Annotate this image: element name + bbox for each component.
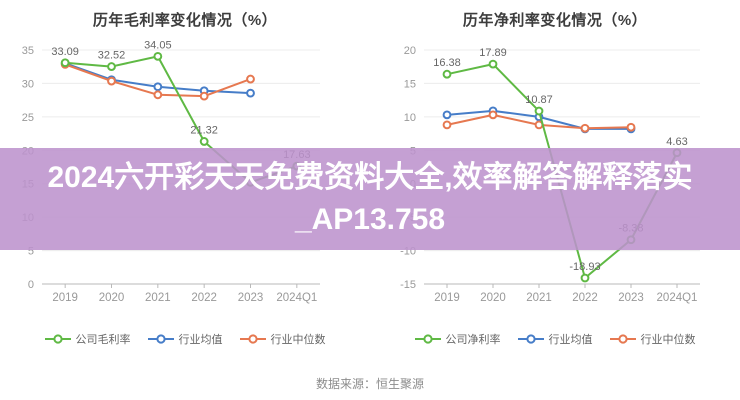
legend-item-label: 行业均值 [178, 334, 223, 346]
svg-text:2020: 2020 [99, 292, 125, 304]
point-label: 33.09 [51, 46, 79, 58]
legend-marker-icon [44, 334, 71, 344]
series-line-2 [60, 59, 255, 101]
svg-text:2024Q1: 2024Q1 [657, 292, 698, 304]
legend-item[interactable]: 行业均值 [517, 331, 593, 347]
point-label: 4.63 [666, 136, 687, 148]
legend-marker-icon [239, 334, 266, 344]
net-margin-chart-title: 历年净利率变化情况（%） [462, 12, 648, 29]
legend-marker-icon [414, 334, 441, 344]
point-label: 17.89 [479, 47, 507, 59]
legend-item[interactable]: 公司净利率 [414, 331, 501, 347]
net-margin-legend: 公司净利率 行业均值 行业中位数 [370, 331, 740, 347]
legend-item[interactable]: 行业中位数 [239, 331, 326, 347]
legend-item[interactable]: 行业中位数 [609, 331, 696, 347]
svg-text:30: 30 [22, 78, 34, 90]
watermark-text-line1: 2024六开彩天天免费资料大全,效率解答解释落实 [47, 161, 693, 194]
svg-text:25: 25 [22, 112, 34, 124]
svg-text:2022: 2022 [572, 292, 598, 304]
point-label: 10.87 [525, 94, 553, 106]
svg-text:2021: 2021 [145, 292, 171, 304]
svg-text:2019: 2019 [434, 292, 460, 304]
point-label: -18.93 [569, 261, 600, 273]
point-label: 34.05 [144, 39, 172, 51]
gross-margin-legend: 公司毛利率 行业均值 行业中位数 [0, 331, 370, 347]
series-line-2 [442, 110, 636, 133]
legend-item-label: 行业中位数 [640, 334, 696, 346]
svg-text:-10: -10 [400, 246, 416, 258]
legend-marker-icon [517, 334, 544, 344]
svg-text:2024Q1: 2024Q1 [276, 292, 317, 304]
svg-text:2023: 2023 [618, 292, 644, 304]
svg-text:35: 35 [22, 45, 34, 57]
data-source-label: 数据来源：恒生聚源 [315, 377, 424, 391]
svg-text:2022: 2022 [191, 292, 217, 304]
svg-text:10: 10 [404, 112, 416, 124]
svg-text:2019: 2019 [52, 292, 78, 304]
svg-text:15: 15 [404, 78, 416, 90]
legend-marker-icon [609, 334, 636, 344]
point-label: 21.32 [190, 124, 218, 136]
legend-item-label: 公司净利率 [445, 334, 501, 346]
point-label: 32.52 [98, 50, 126, 62]
svg-text:2020: 2020 [480, 292, 506, 304]
svg-text:-15: -15 [400, 279, 416, 291]
point-label: 16.38 [433, 57, 461, 69]
legend-item[interactable]: 公司毛利率 [44, 331, 131, 347]
gross-margin-chart-title: 历年毛利率变化情况（%） [92, 12, 278, 29]
svg-text:2023: 2023 [238, 292, 264, 304]
legend-item-label: 行业中位数 [270, 334, 326, 346]
svg-text:0: 0 [28, 279, 34, 291]
legend-item-label: 行业均值 [548, 334, 593, 346]
legend-item[interactable]: 行业均值 [147, 331, 223, 347]
svg-text:5: 5 [28, 246, 34, 258]
legend-marker-icon [147, 334, 174, 344]
watermark-text-line2: _AP13.758 [294, 203, 446, 236]
legend-item-label: 公司毛利率 [75, 334, 131, 346]
watermark-banner: 2024六开彩天天免费资料大全,效率解答解释落实 _AP13.758 [0, 148, 740, 250]
svg-text:2021: 2021 [526, 292, 552, 304]
svg-text:20: 20 [404, 45, 416, 57]
